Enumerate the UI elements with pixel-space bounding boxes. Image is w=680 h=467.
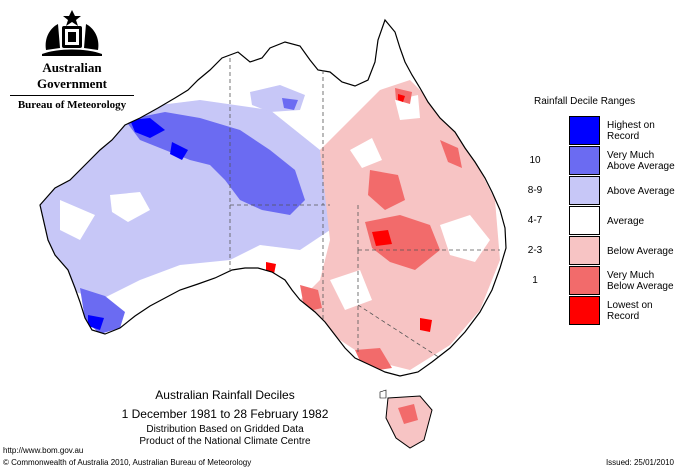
legend-swatch <box>569 206 600 235</box>
map-period: 1 December 1981 to 28 February 1982 <box>121 407 329 421</box>
legend-swatch <box>569 146 600 175</box>
government-logo: Australian Government Bureau of Meteorol… <box>8 8 136 111</box>
legend-title: Rainfall Decile Ranges <box>534 96 636 107</box>
legend-range: 10 <box>529 155 541 166</box>
legend-label: Lowest on Record <box>607 300 653 322</box>
map-caption: Australian Rainfall Deciles 1 December 1… <box>100 388 350 447</box>
government-name: Australian Government <box>36 60 108 91</box>
legend-range <box>512 296 558 326</box>
legend-swatch <box>569 176 600 205</box>
legend-range: 2-3 <box>527 245 543 256</box>
legend-entry: 1 Very Much Below Average <box>512 266 674 296</box>
logo-divider <box>10 95 134 96</box>
legend-label: Very Much Below Average <box>607 270 674 292</box>
bureau-name: Bureau of Meteorology <box>17 99 127 111</box>
map-title: Australian Rainfall Deciles <box>155 388 295 402</box>
map-product: Product of the National Climate Centre <box>139 436 311 447</box>
coat-of-arms-icon <box>42 10 102 56</box>
legend-label: Above Average <box>607 185 675 197</box>
legend-range: 4-7 <box>527 215 543 226</box>
legend-entry: 8-9 Above Average <box>512 176 675 206</box>
map-method: Distribution Based on Gridded Data <box>146 424 304 435</box>
legend-swatch <box>569 236 600 265</box>
legend-label: Below Average <box>607 245 674 257</box>
legend-entry: Highest on Record <box>512 116 672 146</box>
legend-entry: 4-7 Average <box>512 206 672 236</box>
copyright-notice: © Commonwealth of Australia 2010, Austra… <box>3 458 252 467</box>
legend-swatch <box>569 266 600 295</box>
legend-label: Average <box>607 215 645 227</box>
legend-entry: 2-3 Below Average <box>512 236 674 266</box>
legend-entry: Lowest on Record <box>512 296 672 326</box>
legend-range <box>512 116 558 146</box>
issued-date: Issued: 25/01/2010 <box>605 458 674 467</box>
legend-entry: 10 Very Much Above Average <box>512 146 675 176</box>
legend-swatch <box>569 116 600 145</box>
legend-label: Very Much Above Average <box>607 150 675 172</box>
legend-swatch <box>569 296 600 325</box>
website-url: http://www.bom.gov.au <box>3 446 84 455</box>
legend-range: 8-9 <box>527 185 543 196</box>
legend-label: Highest on Record <box>607 120 655 142</box>
legend-range: 1 <box>532 275 538 286</box>
